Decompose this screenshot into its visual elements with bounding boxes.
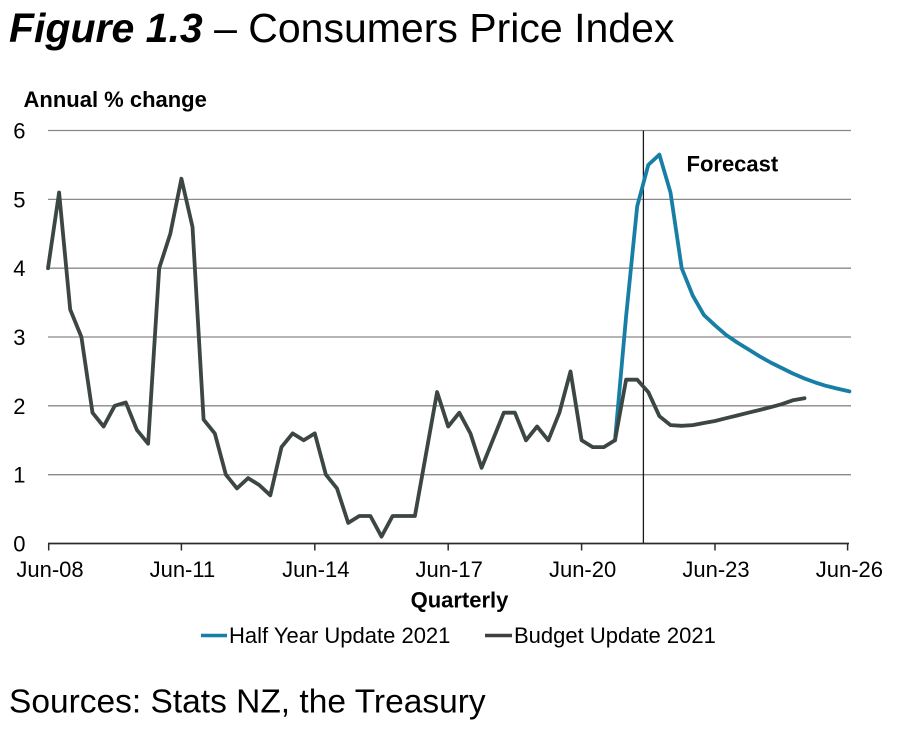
svg-text:Half Year Update 2021: Half Year Update 2021 (229, 623, 450, 648)
svg-text:Quarterly: Quarterly (411, 588, 510, 613)
svg-text:Jun-14: Jun-14 (282, 557, 349, 582)
svg-text:Sources: Stats NZ, the Treasur: Sources: Stats NZ, the Treasury (9, 684, 486, 721)
svg-text:Jun-17: Jun-17 (416, 557, 483, 582)
svg-text:Budget Update 2021: Budget Update 2021 (514, 623, 716, 648)
svg-text:Jun-20: Jun-20 (549, 557, 616, 582)
svg-text:Jun-26: Jun-26 (816, 557, 883, 582)
svg-text:Jun-08: Jun-08 (16, 557, 83, 582)
svg-text:1: 1 (13, 463, 25, 488)
svg-text:6: 6 (13, 119, 25, 144)
svg-text:5: 5 (13, 187, 25, 212)
svg-text:Jun-11: Jun-11 (150, 557, 216, 582)
svg-text:3: 3 (13, 325, 25, 350)
svg-text:Jun-23: Jun-23 (682, 557, 749, 582)
svg-text:4: 4 (13, 256, 25, 281)
svg-text:Figure 1.3 – Consumers Price I: Figure 1.3 – Consumers Price Index (9, 5, 675, 51)
svg-text:0: 0 (13, 532, 25, 557)
svg-text:2: 2 (13, 394, 25, 419)
svg-text:Forecast: Forecast (687, 152, 779, 177)
svg-text:Annual % change: Annual % change (24, 87, 207, 112)
